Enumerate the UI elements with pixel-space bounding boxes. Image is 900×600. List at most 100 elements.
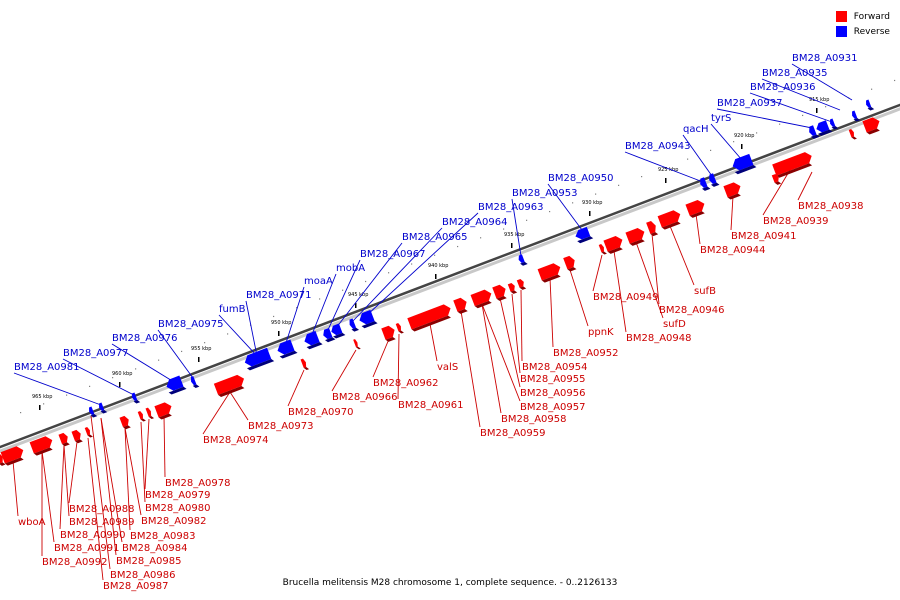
gene-feature[interactable] — [131, 392, 141, 404]
gene-feature[interactable] — [574, 226, 594, 244]
gene-label-moba[interactable]: mobA — [336, 263, 365, 274]
gene-label-bm28-a0980[interactable]: BM28_A0980 — [145, 503, 211, 514]
gene-label-bm28-a0990[interactable]: BM28_A0990 — [60, 530, 126, 541]
gene-label-bm28-a0941[interactable]: BM28_A0941 — [731, 231, 797, 242]
gene-feature[interactable] — [213, 373, 247, 398]
gene-label-bm28-a0986[interactable]: BM28_A0986 — [110, 570, 176, 581]
gene-feature[interactable] — [815, 119, 833, 136]
gene-feature[interactable] — [0, 444, 27, 466]
gene-feature[interactable] — [330, 323, 346, 339]
gene-feature[interactable] — [137, 410, 146, 422]
gene-feature[interactable] — [829, 118, 839, 130]
gene-feature[interactable] — [698, 177, 711, 192]
gene-feature[interactable] — [453, 296, 470, 314]
gene-label-bm28-a0950[interactable]: BM28_A0950 — [548, 173, 614, 184]
gene-label-bm28-a0962[interactable]: BM28_A0962 — [373, 378, 439, 389]
gene-feature[interactable] — [848, 128, 857, 140]
gene-label-bm28-a0967[interactable]: BM28_A0967 — [360, 249, 426, 260]
gene-label-bm28-a0976[interactable]: BM28_A0976 — [112, 333, 178, 344]
gene-label-bm28-a0958[interactable]: BM28_A0958 — [501, 414, 567, 425]
gene-feature[interactable] — [119, 415, 131, 430]
gene-feature[interactable] — [58, 432, 70, 447]
gene-label-bm28-a0966[interactable]: BM28_A0966 — [332, 392, 398, 403]
gene-label-bm28-a0988[interactable]: BM28_A0988 — [69, 504, 135, 515]
gene-label-bm28-a0979[interactable]: BM28_A0979 — [145, 490, 211, 501]
gene-feature[interactable] — [537, 261, 564, 283]
gene-feature[interactable] — [395, 322, 404, 334]
gene-label-bm28-a0992[interactable]: BM28_A0992 — [42, 557, 108, 568]
gene-label-bm28-a0956[interactable]: BM28_A0956 — [520, 388, 586, 399]
gene-label-bm28-a0952[interactable]: BM28_A0952 — [553, 348, 619, 359]
gene-label-bm28-a0981[interactable]: BM28_A0981 — [14, 362, 80, 373]
gene-feature[interactable] — [657, 208, 684, 230]
gene-label-bm28-a0963[interactable]: BM28_A0963 — [478, 202, 544, 213]
gene-label-sufd[interactable]: sufD — [663, 319, 686, 330]
gene-feature[interactable] — [707, 173, 720, 188]
gene-feature[interactable] — [507, 282, 518, 294]
gene-feature[interactable] — [357, 309, 378, 329]
gene-feature[interactable] — [731, 153, 757, 175]
gene-feature[interactable] — [517, 254, 528, 267]
gene-feature[interactable] — [723, 181, 743, 201]
gene-label-bm28-a0948[interactable]: BM28_A0948 — [626, 333, 692, 344]
gene-feature[interactable] — [492, 283, 509, 301]
gene-label-sufb[interactable]: sufB — [694, 286, 716, 297]
gene-label-bm28-a0964[interactable]: BM28_A0964 — [442, 217, 508, 228]
gene-feature[interactable] — [302, 330, 323, 350]
gene-feature[interactable] — [772, 150, 815, 178]
gene-label-bm28-a0985[interactable]: BM28_A0985 — [116, 556, 182, 567]
gene-label-moaa[interactable]: moaA — [304, 276, 333, 287]
gene-label-bm28-a0944[interactable]: BM28_A0944 — [700, 245, 766, 256]
gene-feature[interactable] — [516, 278, 527, 290]
gene-label-bm28-a0955[interactable]: BM28_A0955 — [520, 374, 586, 385]
gene-label-vals[interactable]: valS — [437, 362, 458, 373]
gene-feature[interactable] — [646, 220, 659, 237]
gene-label-bm28-a0938[interactable]: BM28_A0938 — [798, 201, 864, 212]
gene-label-bm28-a0991[interactable]: BM28_A0991 — [54, 543, 120, 554]
gene-label-bm28-a0970[interactable]: BM28_A0970 — [288, 407, 354, 418]
gene-feature[interactable] — [470, 288, 495, 309]
gene-label-fumb[interactable]: fumB — [219, 304, 246, 315]
gene-label-bm28-a0935[interactable]: BM28_A0935 — [762, 68, 828, 79]
gene-label-bm28-a0931[interactable]: BM28_A0931 — [792, 53, 858, 64]
gene-label-bm28-a0965[interactable]: BM28_A0965 — [402, 232, 468, 243]
gene-label-bm28-a0949[interactable]: BM28_A0949 — [593, 292, 659, 303]
gene-feature[interactable] — [407, 303, 453, 333]
gene-feature[interactable] — [154, 401, 174, 421]
gene-label-bm28-a0973[interactable]: BM28_A0973 — [248, 421, 314, 432]
gene-feature[interactable] — [164, 375, 187, 395]
gene-feature[interactable] — [598, 243, 607, 255]
gene-feature[interactable] — [243, 347, 275, 371]
gene-feature[interactable] — [0, 452, 6, 466]
gene-feature[interactable] — [71, 429, 83, 444]
gene-feature[interactable] — [603, 234, 625, 254]
gene-feature[interactable] — [563, 255, 578, 273]
gene-label-bm28-a0974[interactable]: BM28_A0974 — [203, 435, 269, 446]
gene-feature[interactable] — [190, 375, 200, 389]
gene-label-bm28-a0936[interactable]: BM28_A0936 — [750, 82, 816, 93]
gene-label-bm28-a0983[interactable]: BM28_A0983 — [130, 531, 196, 542]
gene-label-bm28-a0943[interactable]: BM28_A0943 — [625, 141, 691, 152]
gene-label-tyrs[interactable]: tyrS — [711, 113, 731, 124]
gene-label-wboa[interactable]: wboA — [18, 517, 46, 528]
gene-label-bm28-a0937[interactable]: BM28_A0937 — [717, 98, 783, 109]
gene-feature[interactable] — [275, 339, 298, 359]
gene-feature[interactable] — [84, 426, 93, 438]
gene-feature[interactable] — [353, 338, 361, 350]
gene-label-bm28-a0959[interactable]: BM28_A0959 — [480, 428, 546, 439]
gene-feature[interactable] — [625, 226, 647, 246]
gene-feature[interactable] — [88, 406, 98, 418]
gene-label-bm28-a0978[interactable]: BM28_A0978 — [165, 478, 231, 489]
gene-feature[interactable] — [348, 318, 360, 333]
gene-feature[interactable] — [685, 198, 707, 218]
gene-label-bm28-a0954[interactable]: BM28_A0954 — [522, 362, 588, 373]
gene-label-bm28-a0984[interactable]: BM28_A0984 — [122, 543, 188, 554]
gene-label-qach[interactable]: qacH — [683, 124, 709, 135]
gene-feature[interactable] — [321, 327, 336, 343]
gene-feature[interactable] — [865, 99, 875, 111]
gene-feature[interactable] — [862, 116, 882, 136]
gene-label-bm28-a0961[interactable]: BM28_A0961 — [398, 400, 464, 411]
gene-label-bm28-a0975[interactable]: BM28_A0975 — [158, 319, 224, 330]
gene-label-bm28-a0971[interactable]: BM28_A0971 — [246, 290, 312, 301]
gene-feature[interactable] — [851, 110, 861, 122]
